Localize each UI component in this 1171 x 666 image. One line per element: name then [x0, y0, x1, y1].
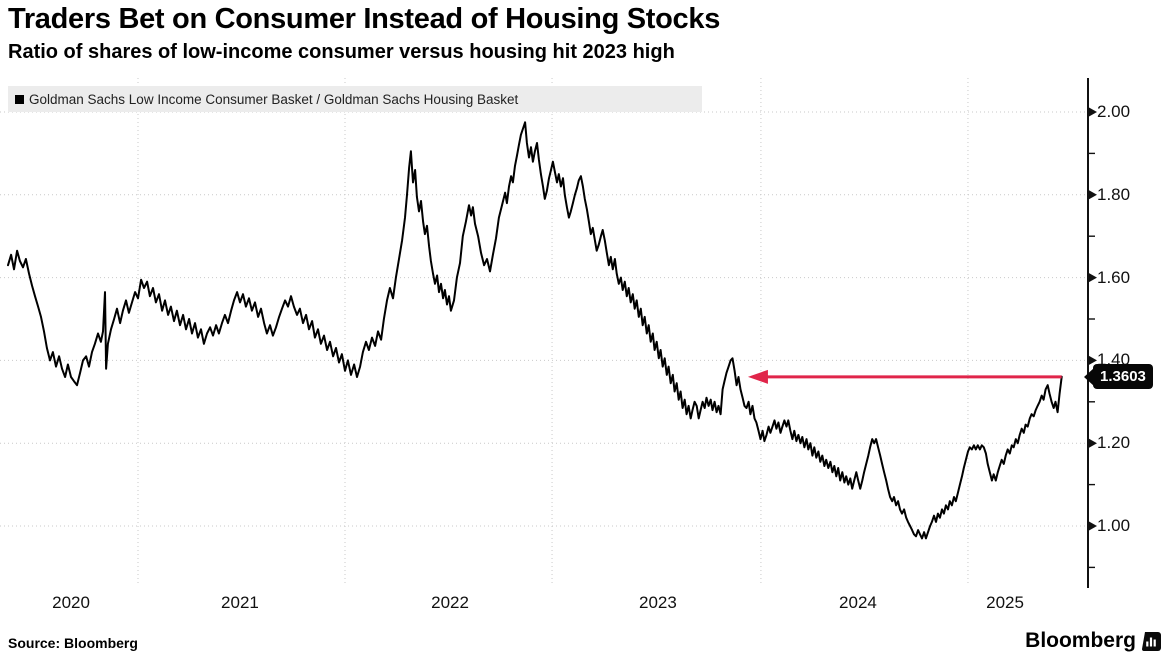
chart-subtitle: Ratio of shares of low-income consumer v… [8, 41, 675, 63]
source-note: Source: Bloomberg [8, 635, 138, 651]
y-tick-label: 1.00 [1097, 516, 1131, 535]
legend-label: Goldman Sachs Low Income Consumer Basket… [29, 91, 519, 107]
bloomberg-logo: Bloomberg [1025, 629, 1161, 653]
y-tick-label: 1.80 [1097, 184, 1131, 204]
x-tick-label: 2022 [431, 593, 469, 612]
legend: Goldman Sachs Low Income Consumer Basket… [8, 86, 702, 112]
y-major-tick [1089, 273, 1097, 283]
last-price-badge: 1.3603 [1084, 364, 1153, 390]
y-tick-label: 2.00 [1097, 102, 1131, 121]
legend-swatch-icon [15, 94, 24, 104]
x-tick-label: 2023 [639, 593, 677, 612]
bloomberg-logo-icon [1142, 631, 1161, 651]
y-major-tick [1089, 107, 1097, 117]
last-price-value: 1.3603 [1100, 368, 1146, 386]
x-tick-label: 2024 [839, 593, 877, 612]
y-major-tick [1089, 190, 1097, 200]
y-tick-label: 1.20 [1097, 433, 1131, 453]
y-tick-label: 1.60 [1097, 267, 1131, 287]
chart-title: Traders Bet on Consumer Instead of Housi… [8, 3, 721, 35]
bloomberg-wordmark: Bloomberg [1025, 629, 1136, 652]
y-major-tick [1089, 355, 1097, 365]
y-major-tick [1089, 438, 1097, 448]
x-tick-label: 2021 [221, 593, 259, 612]
annotation-arrow-head [747, 369, 768, 384]
x-tick-label: 2025 [986, 593, 1024, 612]
y-major-tick [1089, 521, 1097, 531]
x-tick-label: 2020 [52, 593, 90, 612]
price-line [7, 121, 1063, 540]
